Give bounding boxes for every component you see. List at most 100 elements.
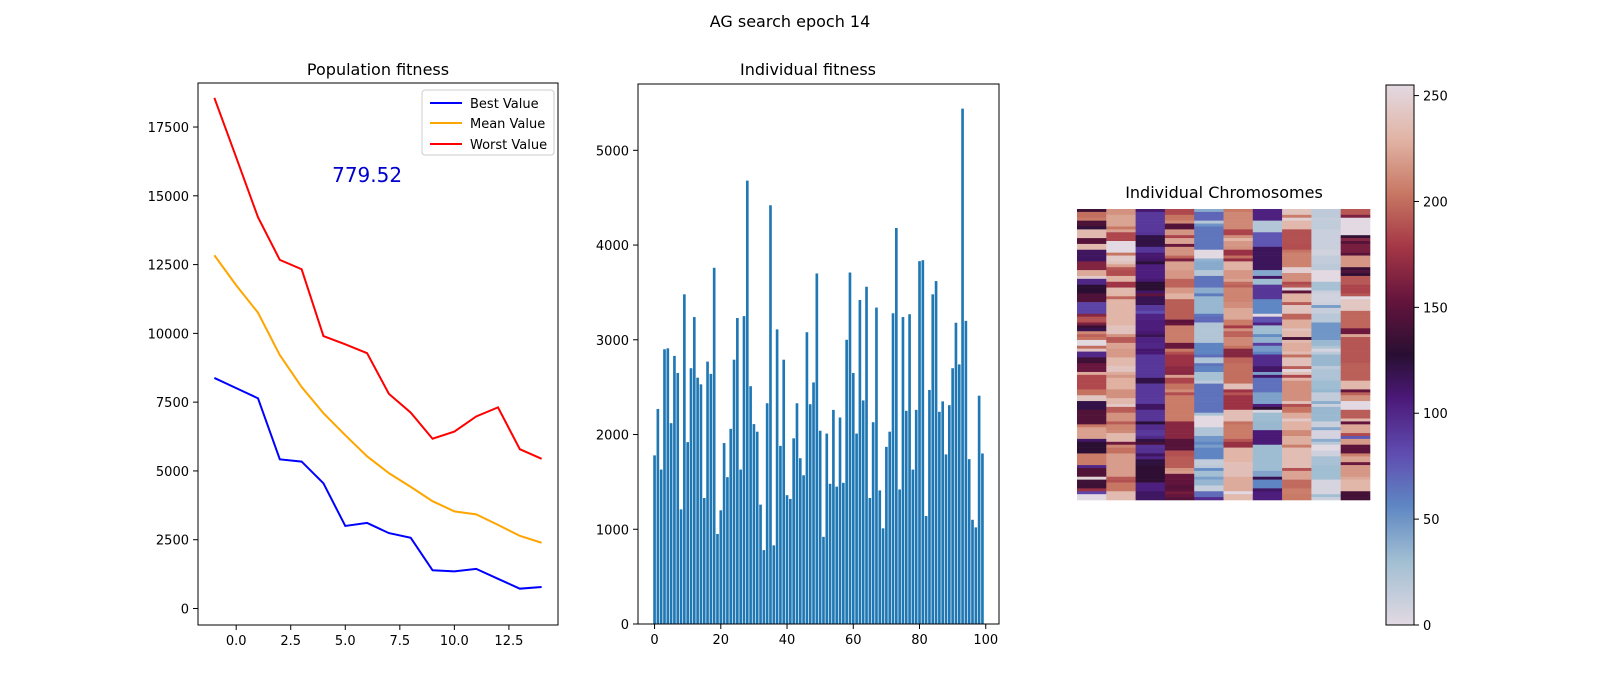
heatmap-cell — [1164, 392, 1195, 396]
heatmap-cell — [1252, 401, 1283, 405]
heatmap-cell — [1252, 337, 1283, 341]
heatmap-cell — [1252, 252, 1283, 256]
heatmap-cell — [1340, 235, 1371, 239]
heatmap-cell — [1252, 465, 1283, 469]
heatmap-cell — [1223, 360, 1254, 364]
heatmap-cell — [1135, 310, 1166, 315]
heatmap-cell — [1282, 209, 1312, 213]
heatmap-cell — [1106, 473, 1136, 478]
heatmap-cell — [1311, 345, 1341, 349]
heatmap-cell — [1223, 287, 1254, 291]
heatmap-cell — [1194, 241, 1224, 245]
fitness-bar — [739, 469, 742, 624]
heatmap-cell — [1282, 380, 1312, 384]
heatmap-cell — [1340, 418, 1371, 422]
heatmap-cell — [1340, 366, 1371, 370]
heatmap-cell — [1340, 453, 1371, 457]
heatmap-cell — [1282, 470, 1312, 475]
heatmap-cell — [1311, 214, 1341, 219]
heatmap-cell — [1106, 258, 1136, 262]
heatmap-cell — [1164, 403, 1195, 408]
heatmap-cell — [1223, 319, 1254, 323]
heatmap-cell — [1194, 273, 1224, 277]
heatmap-cell — [1106, 348, 1136, 352]
heatmap-cell — [1252, 476, 1283, 480]
heatmap-cell — [1282, 305, 1312, 309]
fitness-bar — [871, 422, 875, 624]
heatmap-cell — [1311, 438, 1341, 443]
heatmap-cell — [1282, 319, 1312, 323]
heatmap-cell — [1252, 217, 1283, 221]
heatmap-cell — [1194, 293, 1224, 297]
heatmap-cell — [1194, 267, 1224, 271]
heatmap-cell — [1252, 270, 1283, 274]
heatmap-cell — [1164, 418, 1195, 422]
x-tick-label: 7.5 — [389, 634, 410, 649]
heatmap-cell — [1077, 383, 1107, 387]
heatmap-cell — [1252, 328, 1283, 332]
fitness-bar — [683, 294, 686, 624]
heatmap-cell — [1282, 403, 1312, 408]
heatmap-cell — [1252, 278, 1283, 283]
heatmap-cell — [1311, 488, 1341, 492]
heatmap-cell — [1223, 223, 1254, 227]
fitness-bar — [822, 536, 825, 624]
heatmap-cell — [1194, 383, 1224, 387]
fitness-bar — [868, 498, 872, 624]
population-fitness-legend: Best Value Mean Value Worst Value — [421, 89, 555, 156]
heatmap-cell — [1223, 476, 1254, 480]
heatmap-cell — [1223, 467, 1254, 472]
heatmap-cell — [1194, 450, 1224, 454]
colorbar-tick-label: 0 — [1423, 619, 1431, 634]
heatmap-cell — [1077, 453, 1107, 457]
y-tick-label: 2000 — [596, 429, 629, 444]
heatmap-cell — [1164, 217, 1195, 221]
fitness-bar — [802, 475, 805, 624]
x-tick-label: 12.5 — [494, 634, 523, 649]
heatmap-cell — [1223, 261, 1254, 265]
heatmap-cell — [1223, 290, 1254, 294]
heatmap-cell — [1194, 435, 1224, 440]
heatmap-cell — [1252, 491, 1283, 495]
heatmap-cell — [1252, 345, 1283, 349]
heatmap-cell — [1311, 467, 1341, 472]
fitness-bar — [818, 430, 822, 624]
heatmap-cell — [1077, 348, 1107, 352]
heatmap-cell — [1340, 380, 1371, 384]
heatmap-cell — [1077, 374, 1107, 379]
heatmap-cell — [1194, 238, 1224, 242]
heatmap-cell — [1223, 441, 1254, 446]
heatmap-cell — [1223, 398, 1254, 402]
heatmap-cell — [1311, 406, 1341, 411]
heatmap-cell — [1223, 392, 1254, 396]
heatmap-cell — [1194, 217, 1224, 221]
heatmap-cell — [1282, 337, 1312, 341]
heatmap-cell — [1311, 453, 1341, 457]
heatmap-cell — [1223, 278, 1254, 283]
heatmap-cell — [1311, 211, 1341, 216]
heatmap-cell — [1282, 386, 1312, 390]
heatmap-cell — [1135, 232, 1166, 236]
heatmap-cell — [1282, 348, 1312, 352]
heatmap-cell — [1223, 307, 1254, 312]
y-tick-label: 1000 — [596, 523, 629, 538]
heatmap-cell — [1252, 485, 1283, 489]
heatmap-cell — [1223, 409, 1254, 413]
heatmap-cell — [1223, 494, 1254, 498]
heatmap-cell — [1282, 223, 1312, 227]
heatmap-cell — [1077, 249, 1107, 253]
heatmap-cell — [1106, 293, 1136, 297]
heatmap-cell — [1194, 319, 1224, 323]
heatmap-cell — [1077, 380, 1107, 384]
heatmap-cell — [1252, 223, 1283, 227]
best-value-annotation: 779.52 — [332, 163, 402, 187]
heatmap-cell — [1106, 438, 1136, 443]
heatmap-cell — [1077, 459, 1107, 463]
heatmap-cell — [1106, 351, 1136, 355]
heatmap-cell — [1252, 325, 1283, 329]
heatmap-cell — [1135, 258, 1166, 262]
heatmap-cell — [1252, 386, 1283, 390]
fitness-bar — [977, 395, 981, 624]
heatmap-cell — [1223, 354, 1254, 358]
heatmap-cell — [1106, 363, 1136, 367]
